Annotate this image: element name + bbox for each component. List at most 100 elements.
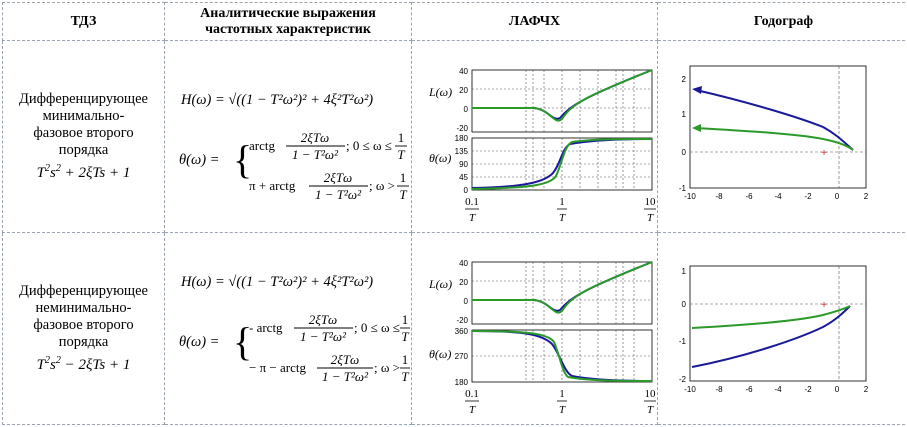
hodograph-curve-green — [695, 126, 854, 151]
critical-point-marker: + — [821, 148, 827, 159]
theta-axis-label: θ(ω) — [429, 347, 451, 361]
case1-numerator: 2ξTω — [301, 130, 329, 145]
poly-rest: + 2ξTs + 1 — [60, 165, 131, 182]
magnitude-curve-green — [472, 260, 653, 314]
header-analytic: Аналитические выражения частотных характ… — [164, 1, 412, 42]
hod-y-tick: 2 — [682, 75, 687, 84]
table-row: Дифференцирующее неминимально- фазовое в… — [2, 232, 907, 425]
theta-tick: 180 — [455, 134, 469, 143]
header-tdz: ТДЗ — [2, 1, 165, 42]
hod-x-tick: 0 — [835, 192, 840, 201]
L-tick: 0 — [464, 105, 469, 114]
case2-one: 1 — [400, 170, 407, 185]
lafchh-cell: L(ω) θ(ω) 40 20 0 -20 — [411, 232, 658, 425]
hodograph-cell: 2 1 0 -1 -10 -8 -6 -4 -2 0 2 + — [657, 40, 907, 234]
phase-lhs: θ(ω) = — [179, 152, 219, 168]
theta-tick: 360 — [455, 327, 469, 336]
tdz-polynomial: T2s2 + 2ξTs + 1 — [3, 160, 164, 182]
tdz-cell: Дифференцирующее неминимально- фазовое в… — [2, 232, 165, 425]
L-tick: -20 — [456, 124, 468, 133]
theta-tick: 180 — [455, 378, 469, 387]
analytic-cell: H(ω) = √((1 − T²ω²)² + 4ξ²T²ω²) θ(ω) = {… — [164, 40, 412, 234]
x-tick-den: T — [469, 404, 476, 416]
hod-x-tick: -10 — [684, 385, 696, 394]
header-lafchh: ЛАФЧХ — [411, 1, 658, 42]
case1-prefix: arctg — [249, 138, 275, 153]
theta-axis-label: θ(ω) — [429, 151, 451, 165]
analytic-cell: H(ω) = √((1 − T²ω²)² + 4ξ²T²ω²) θ(ω) = {… — [164, 232, 412, 425]
case-brace: { — [233, 137, 252, 182]
L-tick: 20 — [459, 278, 468, 287]
case2-denominator: 1 − T²ω² — [315, 187, 362, 202]
hodograph-cell: 1 0 -1 -2 -10 -8 -6 -4 -2 0 2 + — [657, 232, 907, 425]
hod-x-tick: -4 — [774, 192, 782, 201]
critical-point-marker: + — [821, 300, 827, 311]
case1-denominator: 1 − T²ω² — [292, 147, 339, 162]
hod-y-tick: -2 — [679, 375, 687, 384]
bode-plot: L(ω) θ(ω) 40 20 0 -20 — [428, 259, 656, 416]
case2-condition: ; ω > — [374, 360, 400, 375]
x-tick-num: 1 — [559, 196, 565, 208]
L-tick: 40 — [459, 67, 468, 76]
x-tick-num: 1 — [559, 388, 565, 400]
L-axis-label: L(ω) — [428, 85, 452, 99]
hodograph-frame — [689, 265, 867, 381]
x-tick-den: T — [647, 404, 654, 416]
phase-grid — [472, 137, 652, 190]
hodograph-plot: 1 0 -1 -2 -10 -8 -6 -4 -2 0 2 + — [679, 265, 869, 394]
hod-x-tick: -2 — [804, 385, 812, 394]
hod-x-tick: -6 — [745, 385, 753, 394]
hod-x-tick: -4 — [774, 385, 782, 394]
case1-T: T — [401, 329, 409, 344]
hod-x-tick: -8 — [715, 192, 723, 201]
hodograph-curve-green — [691, 304, 851, 329]
analytic-formulas: H(ω) = √((1 − T²ω²)² + 4ξ²T²ω²) θ(ω) = {… — [179, 92, 409, 202]
bode-plot: L(ω) θ(ω) 40 20 0 -20 — [428, 67, 656, 224]
hod-x-tick: -6 — [745, 192, 753, 201]
magnitude-curve-green — [472, 68, 653, 122]
case1-one: 1 — [402, 312, 409, 327]
magnitude-panel — [471, 261, 653, 324]
x-tick-num: 0.1 — [465, 196, 479, 208]
poly-T: T — [36, 357, 45, 374]
case2-numerator: 2ξTω — [331, 352, 359, 367]
hodograph-curve-blue — [695, 88, 854, 151]
hod-y-tick: 1 — [682, 267, 687, 276]
hod-x-tick: -8 — [715, 385, 723, 394]
case2-prefix: π + arctg — [249, 178, 296, 193]
x-tick-den: T — [559, 404, 566, 416]
case2-condition: ; ω > — [369, 178, 395, 193]
case-brace: { — [233, 319, 252, 364]
theta-tick: 0 — [464, 186, 469, 195]
L-tick: 40 — [459, 259, 468, 268]
hod-y-tick: 0 — [682, 300, 687, 309]
hod-y-tick: -1 — [679, 184, 687, 193]
hodograph-arrow-blue — [692, 85, 702, 94]
case2-T: T — [401, 369, 409, 384]
case1-numerator: 2ξTω — [309, 312, 337, 327]
poly-exp: 2 — [55, 355, 61, 367]
magnitude-formula: H(ω) = √((1 − T²ω²)² + 4ξ²T²ω²) — [180, 92, 373, 108]
poly-s: s — [50, 165, 56, 182]
phase-curve-green — [471, 329, 653, 382]
x-tick-den: T — [469, 212, 476, 224]
table-row: Дифференцирующее минимально- фазовое вто… — [2, 40, 907, 234]
hodograph-arrow-green — [692, 123, 701, 132]
header-row: ТДЗ Аналитические выражения частотных ха… — [2, 1, 907, 42]
hodograph-curve-blue — [691, 304, 851, 368]
x-tick-den: T — [647, 212, 654, 224]
case2-numerator: 2ξTω — [324, 170, 352, 185]
tdz-cell: Дифференцирующее минимально- фазовое вто… — [2, 40, 165, 234]
poly-rest: − 2ξTs + 1 — [60, 357, 131, 374]
L-axis-label: L(ω) — [428, 277, 452, 291]
tdz-name: Дифференцирующее минимально- фазовое вто… — [19, 91, 148, 159]
L-tick: 0 — [464, 297, 469, 306]
hodograph-frame — [689, 65, 867, 189]
hod-x-tick: 2 — [864, 385, 869, 394]
case1-condition: ; 0 ≤ ω ≤ — [346, 138, 392, 153]
hod-x-tick: 0 — [835, 385, 840, 394]
case1-condition: ; 0 ≤ ω ≤ — [354, 320, 400, 335]
theta-tick: 270 — [455, 352, 469, 361]
theta-tick: 45 — [459, 173, 468, 182]
case1-one: 1 — [398, 130, 405, 145]
